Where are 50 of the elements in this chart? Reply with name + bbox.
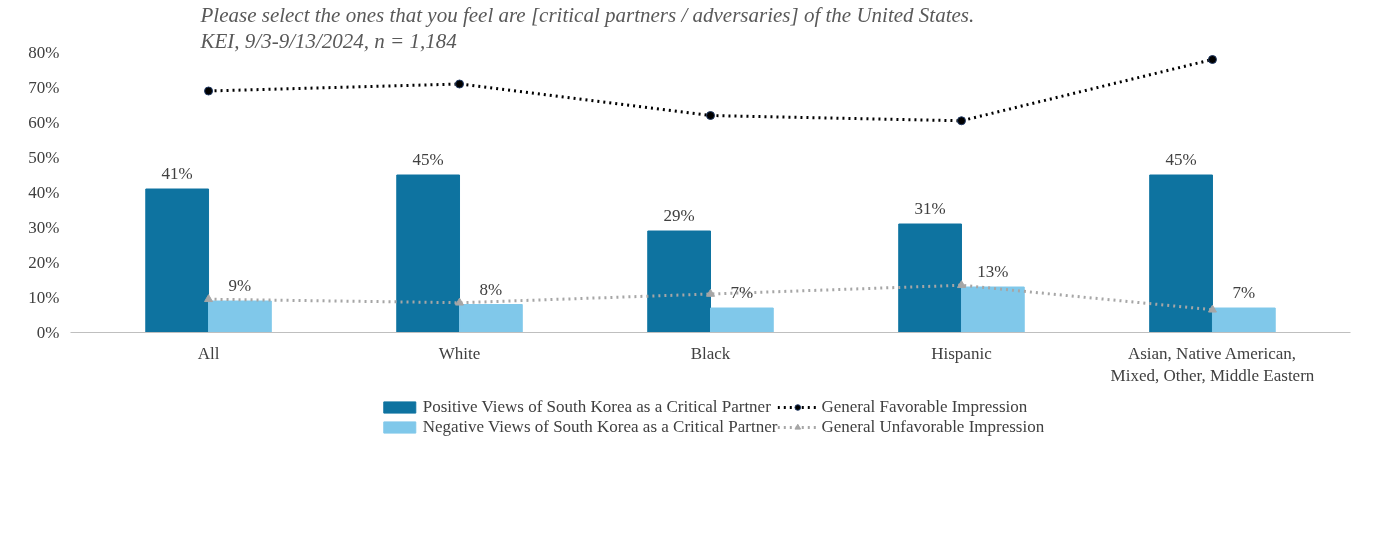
bar xyxy=(1149,174,1213,333)
chart-subtitle: KEI, 9/3-9/13/2024, n = 1,184 xyxy=(199,28,458,53)
data-label: 41% xyxy=(161,164,193,183)
bar xyxy=(208,300,272,333)
y-tick-label: 40% xyxy=(28,183,60,202)
x-tick-label: Hispanic xyxy=(931,343,993,363)
data-label: 45% xyxy=(412,150,444,169)
point xyxy=(1207,304,1217,313)
bar xyxy=(459,304,523,333)
bar xyxy=(396,174,461,333)
point xyxy=(204,86,214,96)
legend-label: Positive Views of South Korea as a Critical Partner xyxy=(422,397,771,417)
point xyxy=(706,288,715,297)
point xyxy=(956,116,966,126)
point xyxy=(455,297,465,306)
data-label: 8% xyxy=(479,279,503,299)
y-tick-label: 30% xyxy=(28,218,60,237)
data-label: 31% xyxy=(914,199,946,218)
chart-title: Please select the ones that you feel are [critical partners / adversaries] of the United States. xyxy=(199,2,975,27)
bar xyxy=(647,230,711,333)
point xyxy=(706,111,715,120)
y-tick-label: 0% xyxy=(36,323,60,342)
y-tick-label: 60% xyxy=(28,113,60,132)
data-label: 45% xyxy=(1165,150,1197,169)
bar xyxy=(898,223,962,333)
legend-label: Negative Views of South Korea as a Critical Partner xyxy=(422,417,778,437)
data-label: 9% xyxy=(228,276,252,295)
x-tick-label: Asian, Native American, Mixed, Other, Middle Eastern xyxy=(1110,343,1315,386)
y-tick-label: 50% xyxy=(28,148,60,167)
x-tick-label: Black xyxy=(690,343,731,363)
y-tick-label: 20% xyxy=(28,253,60,272)
bar xyxy=(960,286,1025,333)
x-tick-label: White xyxy=(438,343,481,363)
y-tick-label: 80% xyxy=(28,43,60,62)
legend-label: General Favorable Impression xyxy=(821,397,1028,417)
bar xyxy=(145,188,210,333)
point xyxy=(1207,55,1217,64)
y-tick-label: 70% xyxy=(28,78,60,97)
point xyxy=(455,79,465,89)
data-label: 13% xyxy=(977,262,1009,281)
bar xyxy=(1211,307,1276,333)
x-tick-label: All xyxy=(197,343,220,363)
data-label: 29% xyxy=(663,206,695,225)
point xyxy=(204,294,214,303)
data-label: 7% xyxy=(1232,283,1256,302)
point xyxy=(956,280,966,289)
y-tick-label: 10% xyxy=(28,288,60,307)
bar xyxy=(710,307,774,333)
data-label: 7% xyxy=(730,283,754,302)
legend-label: General Unfavorable Impression xyxy=(821,417,1045,437)
